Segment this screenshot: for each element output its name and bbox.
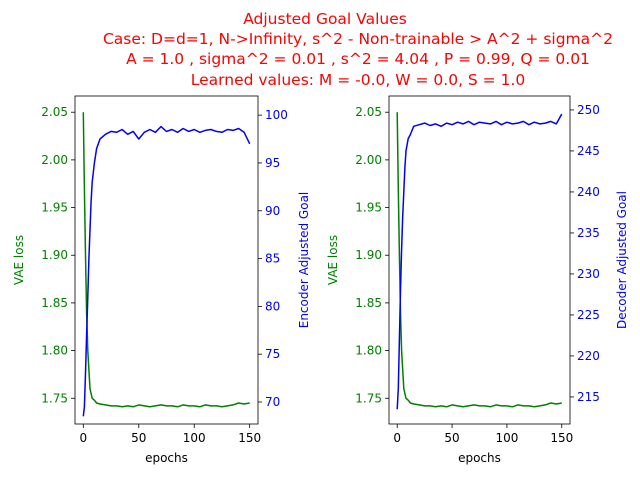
x-tick-label: 50 bbox=[131, 431, 146, 445]
left-y-tick-label: 2.05 bbox=[355, 105, 382, 119]
right-y-axis-label: Encoder Adjusted Goal bbox=[297, 192, 311, 329]
right-y-tick-label: 220 bbox=[577, 349, 600, 363]
left-y-tick-label: 1.75 bbox=[355, 391, 382, 405]
x-tick-label: 100 bbox=[495, 431, 518, 445]
right-y-tick-label: 225 bbox=[577, 308, 600, 322]
plot-frame bbox=[74, 95, 259, 425]
left-y-tick-label: 1.90 bbox=[41, 248, 68, 262]
right-y-tick-label: 240 bbox=[577, 185, 600, 199]
left-y-tick-label: 2.05 bbox=[41, 105, 68, 119]
right-y-tick-label: 85 bbox=[265, 252, 280, 266]
x-tick-label: 0 bbox=[79, 431, 87, 445]
right-y-tick-label: 250 bbox=[577, 103, 600, 117]
left-y-tick-label: 1.95 bbox=[41, 201, 68, 215]
adjusted-goal-line bbox=[82, 125, 251, 417]
adjusted-goal-line bbox=[396, 113, 563, 410]
left-y-axis-label: VAE loss bbox=[12, 235, 26, 285]
title-line-1: Adjusted Goal Values bbox=[243, 10, 407, 28]
decoder-chart-panel: 0 50 100 150 epochs 1.75 1.80 1.85 1.90 1.95 2.00 2… bbox=[326, 95, 629, 465]
left-y-tick-label: 1.85 bbox=[355, 296, 382, 310]
left-y-tick-label: 2.00 bbox=[355, 153, 382, 167]
x-tick-label: 150 bbox=[238, 431, 261, 445]
x-tick-label: 0 bbox=[393, 431, 401, 445]
left-y-tick-label: 1.95 bbox=[355, 201, 382, 215]
right-y-tick-label: 70 bbox=[265, 395, 280, 409]
vae-loss-line bbox=[396, 112, 562, 408]
right-y-tick-label: 90 bbox=[265, 204, 280, 218]
title-line-2: Case: D=d=1, N->Infinity, s^2 - Non-trai… bbox=[103, 30, 613, 48]
right-y-tick-label: 235 bbox=[577, 226, 600, 240]
left-y-tick-label: 1.80 bbox=[355, 344, 382, 358]
left-y-tick-label: 1.80 bbox=[41, 344, 68, 358]
left-y-tick-label: 2.00 bbox=[41, 153, 68, 167]
right-y-tick-label: 215 bbox=[577, 390, 600, 404]
left-y-axis-label: VAE loss bbox=[326, 235, 340, 285]
right-y-tick-label: 95 bbox=[265, 156, 280, 170]
right-y-tick-label: 245 bbox=[577, 144, 600, 158]
left-y-tick-label: 1.90 bbox=[355, 248, 382, 262]
x-axis-label: epochs bbox=[458, 451, 501, 465]
title-line-4: Learned values: M = -0.0, W = 0.0, S = 1… bbox=[191, 71, 526, 89]
vae-loss-line bbox=[82, 112, 250, 408]
encoder-chart-panel: 0 50 100 150 epochs 1.75 1.80 1.85 1.90 1.95 2.00 2… bbox=[12, 95, 311, 465]
right-y-tick-label: 230 bbox=[577, 267, 600, 281]
plot-frame bbox=[388, 95, 571, 425]
right-y-tick-label: 80 bbox=[265, 299, 280, 313]
x-tick-label: 150 bbox=[550, 431, 573, 445]
right-y-tick-label: 75 bbox=[265, 347, 280, 361]
right-y-tick-label: 100 bbox=[265, 108, 288, 122]
right-y-axis-label: Decoder Adjusted Goal bbox=[615, 191, 629, 329]
left-y-tick-label: 1.75 bbox=[41, 391, 68, 405]
x-tick-label: 100 bbox=[183, 431, 206, 445]
left-y-tick-label: 1.85 bbox=[41, 296, 68, 310]
title-line-3: A = 1.0 , sigma^2 = 0.01 , s^2 = 4.04 , … bbox=[126, 50, 590, 68]
figure-title: Adjusted Goal Values Case: D=d=1, N->Inf… bbox=[103, 10, 613, 89]
x-axis-label: epochs bbox=[145, 451, 188, 465]
x-tick-label: 50 bbox=[444, 431, 459, 445]
